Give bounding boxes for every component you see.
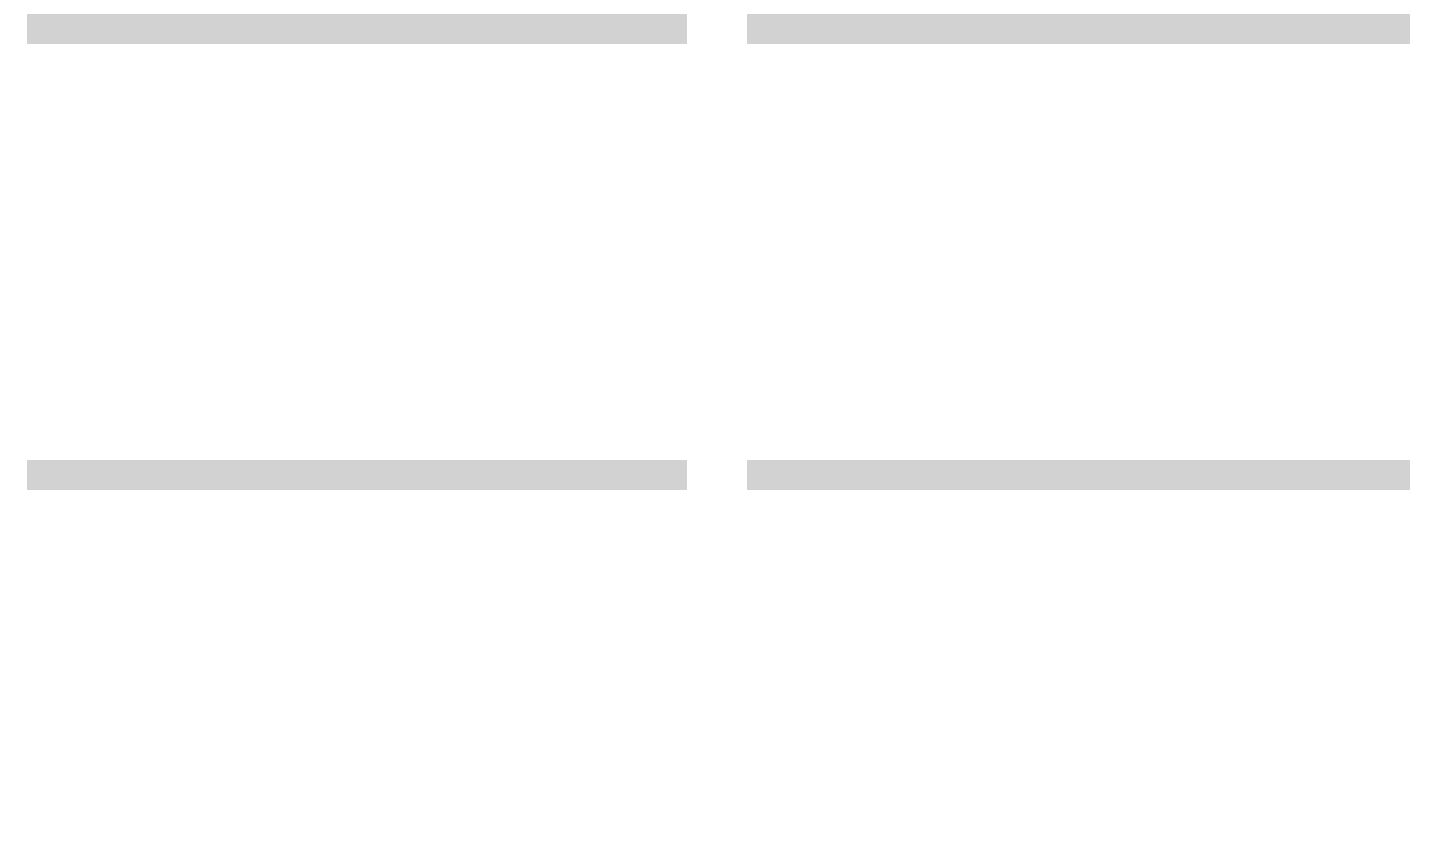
float-life-chart [747, 490, 1410, 838]
section-title-discharge [27, 14, 687, 44]
panel-temp-capacity [27, 460, 687, 838]
section-title-float-life [747, 460, 1410, 490]
section-title-temp-capacity [27, 460, 687, 490]
panel-discharge [27, 14, 687, 450]
float-charging-characteristics-chart [747, 44, 1410, 450]
temperature-capacity-chart [27, 490, 687, 838]
section-title-float-charging [747, 14, 1410, 44]
panel-float-life [747, 460, 1410, 838]
panel-float-charging [747, 14, 1410, 450]
discharge-characteristics-chart [27, 44, 687, 450]
